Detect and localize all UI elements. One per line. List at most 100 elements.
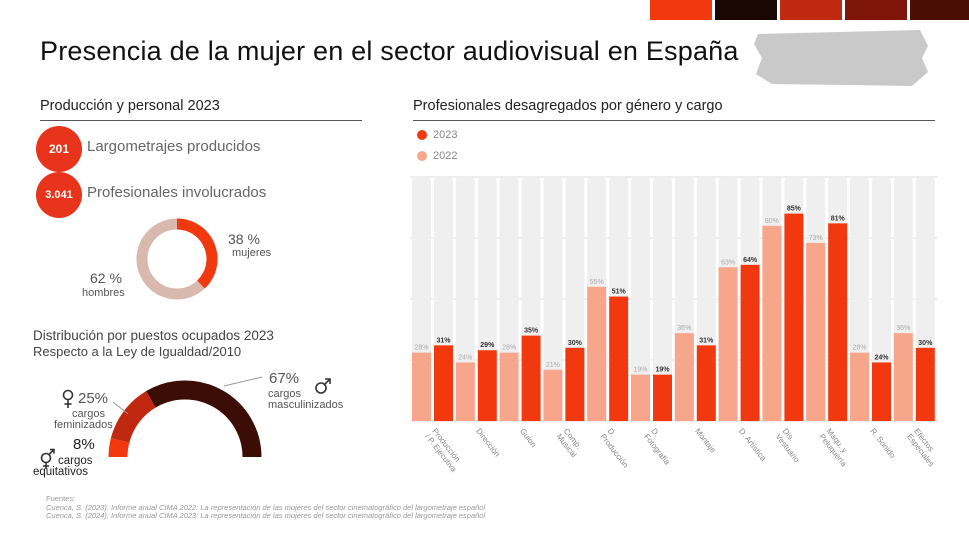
women-text: mujeres [232,247,272,259]
bar-2022-10 [850,352,869,421]
category-label-1: Dirección [474,427,502,459]
bar-2023-9 [828,223,848,421]
masculinized-text-2: masculinizados [268,399,344,411]
value-label-2023-3: 30% [568,340,583,347]
bar-2022-9 [806,242,826,421]
value-label-2023-7: 64% [743,257,758,264]
legend-2023-dot [417,130,427,140]
value-label-2022-0: 28% [414,345,428,352]
category-label-6: Montaje [693,427,718,455]
feminized-text-1: cargos [72,408,106,420]
bar-2023-4 [609,296,629,421]
feminized-pct: 25% [78,390,109,407]
value-label-2022-4: 55% [590,279,604,286]
value-label-2022-1: 24% [458,354,472,361]
equitable-text-1: cargos [58,455,93,467]
arc-masculinized [146,380,262,458]
arc-feminized [110,391,157,444]
bar-2022-4 [587,286,607,421]
value-label-2022-5: 19% [633,367,647,374]
category-label-3: Comp.Musical [555,427,586,460]
distribution-arc [108,380,262,458]
arc-equitable [108,437,130,458]
title-brush-highlight [754,30,928,86]
bar-2022-6 [674,333,694,421]
equitable-text-2: equitativos [33,466,88,478]
chart-rule [413,120,935,121]
bar-2023-1 [477,350,497,421]
films-label: Largometrajes producidos [87,138,261,155]
female-icon [62,389,74,408]
value-label-2022-6: 36% [677,325,691,332]
bar-2022-1 [455,362,475,421]
bar-2022-7 [718,267,738,421]
category-label-10: R. Sonido [868,427,897,461]
legend-2022-dot [417,151,427,161]
bar-2023-0 [434,345,453,421]
track-2023-5 [653,177,672,421]
production-rule [40,120,362,121]
category-label-2: Guion [518,427,538,449]
films-badge: 201 [36,126,82,172]
bar-2022-11 [893,333,913,421]
value-label-2023-5: 19% [655,367,670,374]
sources-heading: Fuentes: [46,494,76,503]
value-label-2022-7: 63% [721,259,735,266]
category-label-0: Producción/ P. Ejecutiva [423,427,466,474]
value-label-2023-1: 29% [480,342,495,349]
bar-2023-10 [872,362,891,421]
men-text: hombres [82,287,125,299]
strip-swatch-5 [910,0,969,20]
category-label-4: D.Producción [598,427,637,470]
category-label-8: Dis.Vestuario [774,427,809,465]
bar-2022-2 [499,352,519,421]
masculinized-text-1: cargos [268,388,302,400]
legend-2022-label: 2022 [433,150,458,162]
track-2022-5 [631,177,650,421]
equitable-icon [40,448,55,469]
bar-2023-2 [521,335,541,421]
bar-2022-0 [412,352,431,421]
equitable-pct: 8% [73,436,95,453]
bar-2022-8 [762,225,782,421]
male-icon [315,378,331,394]
value-label-2022-9: 73% [809,235,823,242]
value-label-2022-11: 36% [896,325,910,332]
gender-donut [136,218,218,300]
bar-2023-11 [915,347,935,421]
bar-2023-3 [565,347,585,421]
women-pct: 38 % [228,231,260,247]
category-label-7: D. Artística [737,427,768,463]
value-label-2023-6: 31% [699,337,714,344]
category-label-11: EfectosEspeciales [905,427,940,469]
men-pct: 62 % [90,270,122,286]
donut-women-arc [176,218,218,289]
value-label-2022-2: 28% [502,345,516,352]
value-label-2023-0: 31% [436,337,451,344]
value-label-2023-8: 85% [787,206,802,213]
source-line-2: Cuenca, S. (2024). Informe anual CIMA 20… [46,511,486,520]
value-label-2022-8: 80% [765,218,779,225]
professionals-badge: 3.041 [36,172,82,218]
legend-2023-label: 2023 [433,129,458,141]
value-label-2023-4: 51% [612,289,627,296]
category-label-9: Maqu. yPeluquería [817,427,855,469]
value-label-2023-10: 24% [874,354,889,361]
bar-chart: 28% 31% Producción/ P. Ejecutiva 24% 29% Dire… [410,176,940,474]
source-line-1: Cuenca, S. (2023). Informe anual CIMA 20… [46,503,486,512]
bar-2022-3 [543,369,563,421]
bar-2022-5 [631,374,650,421]
track-2022-3 [543,177,563,421]
production-title: Producción y personal 2023 [40,98,220,114]
bar-2023-8 [784,213,804,421]
value-label-2023-9: 81% [831,215,846,222]
value-label-2023-2: 35% [524,328,539,335]
bar-2023-7 [740,264,760,421]
professionals-label: Profesionales involucrados [87,184,267,201]
value-label-2022-10: 28% [852,345,866,352]
strip-swatch-3 [780,0,842,20]
strip-swatch-2 [715,0,777,20]
strip-swatch-1 [650,0,712,20]
bar-2023-5 [653,374,672,421]
